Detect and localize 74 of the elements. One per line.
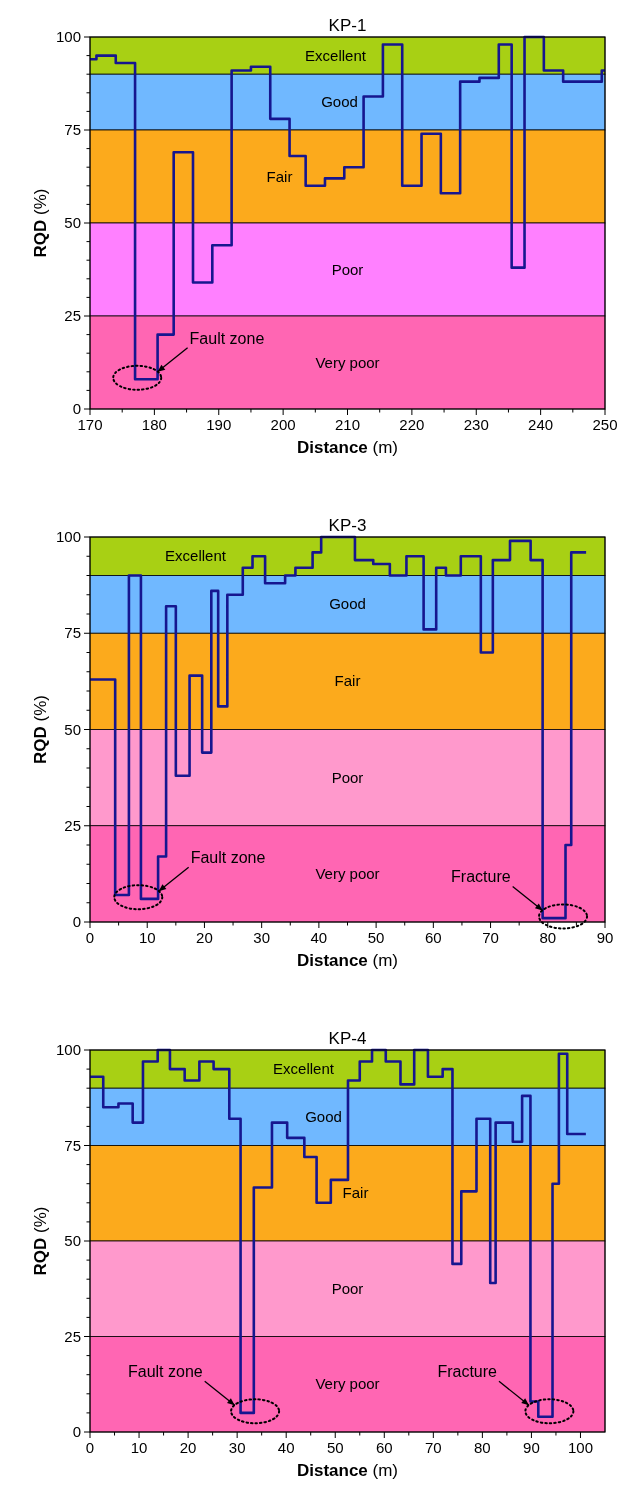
- y-tick-label: 100: [55, 528, 81, 545]
- band-label: Very poor: [315, 353, 380, 371]
- x-tick-label: 70: [482, 929, 499, 946]
- y-tick-label: 0: [72, 913, 81, 930]
- y-tick-label: 50: [64, 214, 81, 231]
- band-label: Good: [329, 595, 366, 613]
- band-label: Excellent: [165, 547, 227, 565]
- annotation: Fault zone: [190, 849, 266, 867]
- x-tick-label: 50: [367, 929, 385, 946]
- x-axis-title: Distance (m): [296, 1461, 399, 1480]
- band-label: Poor: [331, 1279, 364, 1297]
- band-label: Good: [321, 93, 358, 111]
- band-label: Poor: [331, 260, 364, 278]
- x-tick-label: 20: [179, 1439, 197, 1456]
- band-label: Fair: [334, 672, 361, 690]
- y-axis-title: RQD (%): [31, 1206, 50, 1276]
- y-tick-label: 50: [64, 720, 81, 738]
- y-axis-title: RQD (%): [31, 695, 50, 764]
- x-tick-label: 80: [474, 1439, 491, 1456]
- x-tick-label: 30: [228, 1439, 246, 1456]
- chart-title: KP-4: [328, 1029, 367, 1048]
- x-tick-label: 170: [77, 416, 103, 433]
- band-label: Good: [305, 1107, 342, 1125]
- x-tick-label: 40: [310, 929, 328, 946]
- band-label: Fair: [266, 167, 293, 185]
- x-tick-label: 90: [596, 929, 614, 946]
- y-tick-label: 50: [64, 1232, 81, 1249]
- x-tick-label: 100: [567, 1439, 593, 1456]
- annotation: Fault zone: [189, 329, 265, 347]
- y-tick-label: 25: [64, 1327, 81, 1345]
- y-tick-label: 25: [64, 816, 81, 834]
- band-label: Excellent: [273, 1060, 335, 1078]
- x-tick-label: 0: [85, 1439, 95, 1456]
- x-tick-label: 10: [130, 1439, 148, 1456]
- x-tick-label: 10: [138, 929, 156, 946]
- x-axis-title: Distance (m): [296, 438, 399, 457]
- x-tick-label: 60: [424, 929, 442, 946]
- y-tick-label: 0: [72, 400, 81, 417]
- x-tick-label: 220: [399, 416, 425, 433]
- x-tick-label: 240: [528, 416, 554, 433]
- annotation: Fracture: [451, 868, 511, 886]
- x-tick-label: 50: [326, 1439, 344, 1456]
- x-tick-label: 250: [592, 416, 618, 433]
- band-label: Fair: [342, 1184, 369, 1202]
- y-tick-label: 25: [64, 307, 81, 324]
- x-tick-label: 190: [206, 416, 232, 433]
- band-label: Very poor: [315, 864, 380, 882]
- x-tick-label: 230: [463, 416, 489, 433]
- x-tick-label: 200: [270, 416, 296, 433]
- annotation: Fault zone: [127, 1363, 203, 1381]
- x-tick-label: 80: [539, 929, 557, 946]
- x-tick-label: 90: [523, 1439, 540, 1456]
- x-tick-label: 70: [424, 1439, 442, 1456]
- x-tick-label: 30: [253, 929, 271, 946]
- x-tick-label: 40: [277, 1439, 295, 1456]
- x-axis-title: Distance (m): [296, 951, 399, 970]
- y-tick-label: 100: [55, 28, 81, 45]
- x-tick-label: 20: [196, 929, 213, 946]
- annotation: Fracture: [437, 1363, 498, 1381]
- band-label: Poor: [331, 768, 364, 786]
- band-label: Excellent: [305, 46, 367, 64]
- band-label: Very poor: [315, 1375, 380, 1393]
- x-tick-label: 0: [85, 929, 95, 946]
- y-tick-label: 75: [64, 624, 81, 642]
- y-tick-label: 100: [55, 1041, 81, 1058]
- y-tick-label: 75: [64, 1136, 81, 1154]
- y-tick-label: 0: [72, 1423, 81, 1440]
- x-tick-label: 60: [375, 1439, 393, 1456]
- x-tick-label: 180: [141, 416, 167, 433]
- y-axis-title: RQD (%): [31, 188, 50, 258]
- chart-title: KP-3: [328, 516, 367, 535]
- y-tick-label: 75: [64, 121, 81, 138]
- x-tick-label: 210: [334, 416, 361, 433]
- chart-title: KP-1: [328, 16, 367, 35]
